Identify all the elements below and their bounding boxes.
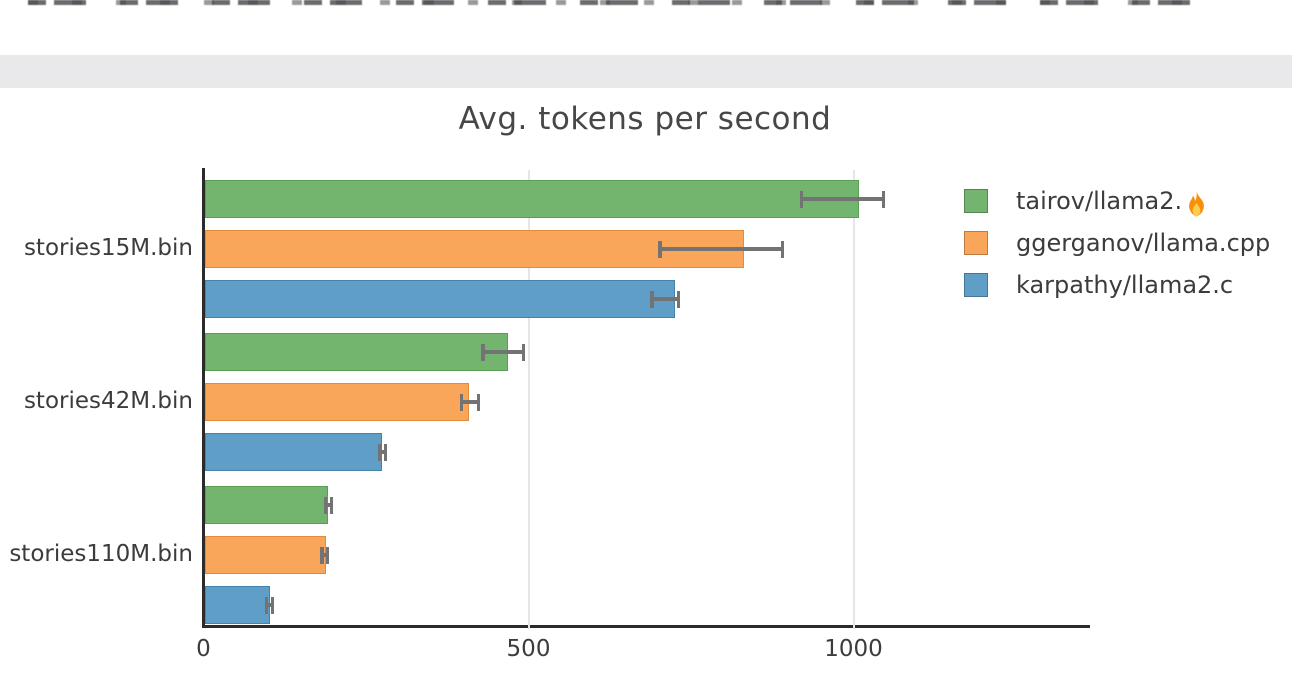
error-bar-cap — [320, 546, 324, 564]
bar — [204, 536, 326, 574]
category-label: stories42M.bin — [23, 388, 193, 414]
error-bar-cap — [323, 496, 328, 514]
legend-swatch — [964, 273, 988, 297]
gridline-1000 — [852, 170, 855, 629]
error-bar — [801, 197, 884, 201]
legend-label: ggerganov/llama.cpp — [1016, 229, 1271, 257]
error-bar — [659, 247, 783, 251]
error-bar-cap — [383, 443, 388, 461]
category-label: stories110M.bin — [9, 541, 193, 567]
legend-label: tairov/llama2. — [1016, 187, 1183, 215]
error-bar — [652, 297, 679, 301]
error-bar-cap — [459, 393, 464, 411]
clipped-text-fragments — [28, 0, 1193, 5]
legend-swatch — [964, 231, 988, 255]
bar — [204, 333, 508, 371]
error-bar-cap — [799, 190, 804, 208]
error-bar-cap — [481, 343, 485, 361]
legend-label: karpathy/llama2.c — [1016, 271, 1234, 299]
x-tick-label-0: 0 — [196, 636, 211, 662]
bar — [204, 586, 270, 624]
x-tick-label-500: 500 — [506, 636, 551, 662]
legend-item: ggerganov/llama.cpp — [964, 222, 1270, 264]
y-axis-spine — [202, 168, 205, 627]
chart-title: Avg. tokens per second — [458, 101, 832, 137]
category-label: stories15M.bin — [23, 235, 193, 261]
error-bar-cap — [658, 240, 662, 258]
error-bar-cap — [329, 496, 334, 514]
bar — [204, 280, 675, 318]
fire-emoji-icon — [1189, 190, 1205, 217]
error-bar-cap — [780, 240, 785, 258]
x-tick-label-1000: 1000 — [824, 636, 883, 662]
error-bar-cap — [325, 546, 330, 564]
bar — [204, 230, 744, 268]
error-bar-cap — [650, 290, 654, 308]
bar — [204, 180, 860, 218]
bar — [204, 433, 382, 471]
gridline-500 — [527, 170, 530, 629]
error-bar-cap — [270, 596, 275, 614]
error-bar — [325, 503, 332, 507]
error-bar — [379, 450, 386, 454]
error-bar — [266, 603, 273, 607]
error-bar — [483, 350, 524, 354]
error-bar-cap — [264, 596, 269, 614]
bar — [204, 486, 328, 524]
error-bar-cap — [476, 393, 481, 411]
error-bar-cap — [521, 343, 526, 361]
error-bar — [461, 400, 479, 404]
x-axis-spine — [202, 625, 1090, 628]
error-bar-cap — [377, 443, 382, 461]
legend-item: karpathy/llama2.c — [964, 264, 1233, 306]
error-bar-cap — [881, 190, 886, 208]
error-bar — [321, 553, 328, 557]
legend-swatch — [964, 189, 988, 213]
error-bar-cap — [676, 290, 681, 308]
bar — [204, 383, 469, 421]
legend-item: tairov/llama2. — [964, 180, 1208, 222]
top-band — [0, 55, 1292, 88]
